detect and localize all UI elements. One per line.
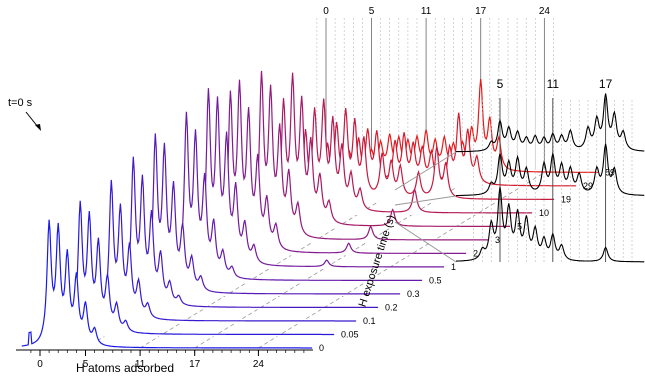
zoom-series-line [455, 93, 645, 153]
top-tick-label: 5 [369, 6, 375, 17]
x-tick-label: 11 [135, 359, 146, 370]
connector-line [394, 151, 457, 191]
series-time-label: 59 [605, 168, 615, 178]
series-mask [307, 79, 599, 175]
series-time-label: 0.2 [385, 303, 398, 313]
series-mask [109, 133, 401, 296]
top-tick-label: 0 [323, 6, 329, 17]
connector-line [394, 221, 457, 263]
x-tick-label: 0 [37, 359, 43, 370]
x-tick-label: 17 [189, 359, 201, 370]
series-mask [197, 70, 489, 243]
zoom-inset-chart: 5 11 17 [394, 77, 645, 263]
series-mask [219, 72, 511, 229]
series-line [43, 200, 335, 336]
annotation-arrowhead [35, 124, 41, 131]
zoom-tick-label: 11 [547, 77, 560, 91]
series-time-label: 0.5 [429, 276, 442, 286]
series-time-label: 1 [451, 262, 456, 272]
x-tick-label: 5 [83, 359, 89, 370]
series-time-label: 3 [495, 235, 500, 245]
series-time-label: 0.3 [407, 289, 420, 299]
x-tick-label: 24 [253, 359, 265, 370]
zoom-series-line [455, 186, 645, 263]
series-time-label: 0 [319, 343, 324, 353]
series-mask [65, 179, 357, 323]
series-time-label: 0.05 [341, 330, 359, 340]
top-tick-label: 17 [475, 6, 487, 17]
x-axis-label: H atoms adsorbed [76, 361, 174, 375]
series-line [21, 219, 313, 349]
series-time-label: 0.1 [363, 316, 376, 326]
series-mask [153, 88, 445, 269]
series-line [109, 133, 401, 295]
series-time-label: 2 [473, 249, 478, 259]
series-time-label: 19 [561, 195, 571, 205]
t0-annotation: t=0 s [8, 97, 33, 109]
zoom-tick-label: 17 [599, 77, 613, 91]
series-mask [87, 156, 379, 310]
zoom-series-line [456, 143, 645, 197]
top-tick-label: 11 [421, 6, 432, 17]
series-mask [21, 219, 313, 350]
series-line [65, 179, 357, 322]
series-mask [175, 79, 467, 256]
series-mask [131, 111, 423, 283]
annotation-arrow [25, 111, 39, 128]
connector-line [394, 195, 457, 206]
zoom-tick-label: 5 [497, 77, 504, 91]
top-tick-label: 24 [539, 6, 551, 17]
series-line [87, 156, 379, 309]
